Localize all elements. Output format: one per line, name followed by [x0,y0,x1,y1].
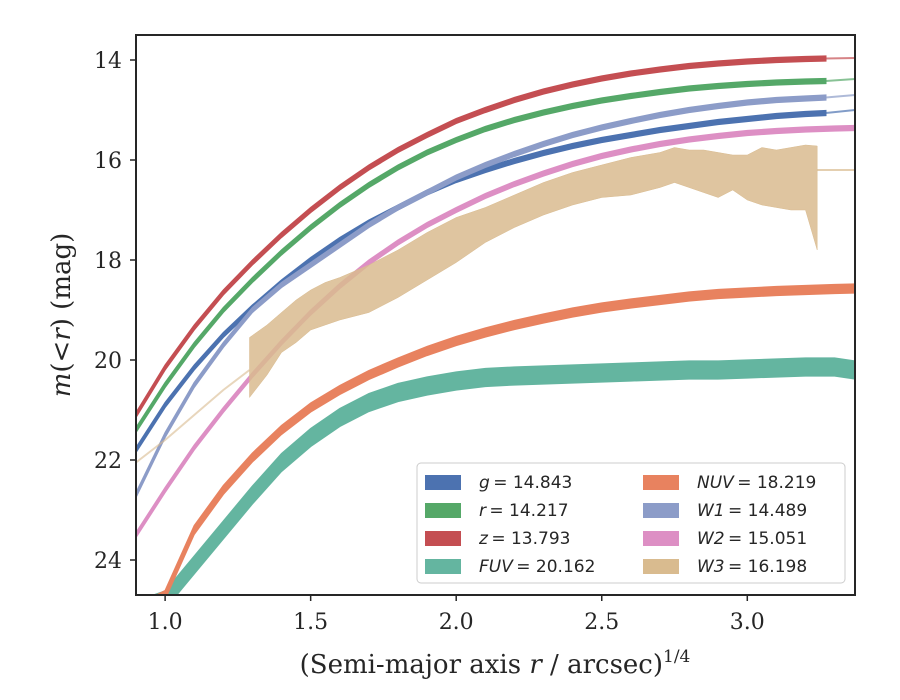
legend-swatch-w2 [643,531,679,546]
legend-swatch-nuv [643,475,679,490]
legend-label-w2: W2 = 15.051 [697,529,807,549]
y-tick-label: 18 [94,249,122,274]
y-tick-label: 20 [94,349,122,374]
x-tick-label: 2.0 [439,610,474,635]
x-tick-label: 3.0 [730,610,765,635]
plot-frame [135,34,856,596]
series-nuv-band [155,283,855,595]
series-g-outer-line [825,109,855,114]
legend-swatch-w1 [643,503,679,518]
series-w3-inner-line [136,369,251,464]
series-w1-band [136,94,827,498]
ticks-layer: 1.0 1.5 2.0 2.5 3.0 14 16 18 20 22 24 [94,49,765,635]
legend-entries: g = 14.843 r = 14.217 z = 13.793 FUV = 20.1… [425,473,816,577]
legend-label-z: z = 13.793 [478,529,570,549]
legend-swatch-fuv [425,559,461,574]
series-r-band [136,77,827,434]
legend-label-r: r = 14.217 [479,501,569,521]
series-layer [136,55,855,595]
legend-swatch-r [425,503,461,518]
legend-label-g: g = 14.843 [479,473,572,493]
legend: g = 14.843 r = 14.217 z = 13.793 FUV = 20.1… [416,462,846,584]
y-axis-label: m(<r) (mag) [47,233,77,398]
legend-label-nuv: NUV = 18.219 [697,473,816,493]
y-tick-label: 16 [94,149,122,174]
x-tick-label: 2.5 [584,610,619,635]
series-fuv-band [151,357,855,595]
x-tick-label: 1.0 [148,610,183,635]
legend-label-w3: W3 = 16.198 [697,557,807,577]
series-w1-outer-line [825,94,855,99]
y-tick-label: 22 [94,449,122,474]
series-z-outer-line [825,57,855,60]
x-tick-label: 1.5 [293,610,328,635]
legend-swatch-z [425,531,461,546]
y-tick-label: 24 [94,549,122,574]
x-axis-label: (Semi-major axis r / arcsec)1/4 [300,647,691,680]
series-w3-band [249,144,818,399]
legend-swatch-w3 [643,559,679,574]
legend-label-w1: W1 = 14.489 [697,501,807,521]
series-z-band [136,55,827,419]
legend-box [416,462,846,584]
legend-swatch-g [425,475,461,490]
y-tick-label: 14 [94,49,122,74]
legend-label-fuv: FUV = 20.162 [479,557,595,577]
series-r-outer-line [825,78,855,82]
